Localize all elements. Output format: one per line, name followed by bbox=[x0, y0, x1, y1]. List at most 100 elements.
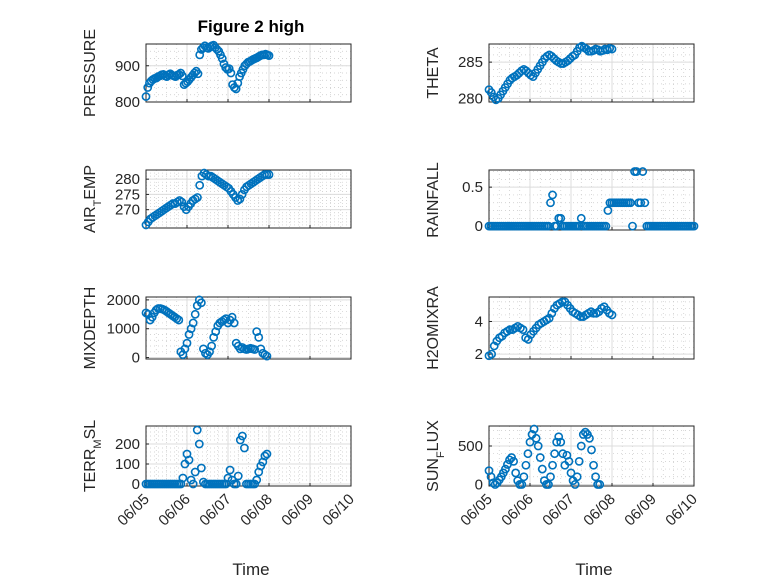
data-point bbox=[174, 315, 184, 325]
data-point bbox=[231, 84, 241, 94]
data-point bbox=[233, 471, 243, 481]
data-point bbox=[237, 190, 247, 199]
data-point bbox=[585, 433, 594, 443]
y-axis-label: RAINFALL bbox=[425, 162, 442, 238]
y-tick-label: 280 bbox=[458, 90, 483, 107]
x-axis-label-left: Time bbox=[232, 560, 269, 579]
data-point bbox=[518, 325, 528, 335]
data-point bbox=[231, 479, 241, 489]
data-point bbox=[188, 318, 198, 328]
y-tick-label: 0 bbox=[475, 218, 483, 235]
x-tick-label: 06/07 bbox=[539, 491, 578, 530]
data-point bbox=[207, 341, 216, 351]
data-point bbox=[556, 437, 566, 447]
data-point bbox=[591, 472, 600, 482]
data-point bbox=[194, 439, 204, 449]
data-point bbox=[190, 309, 200, 319]
axes-border bbox=[145, 169, 352, 229]
data-point bbox=[511, 468, 521, 478]
data-point bbox=[217, 54, 227, 63]
data-point bbox=[517, 480, 527, 489]
data-point bbox=[523, 449, 533, 459]
data-point bbox=[603, 206, 613, 215]
y-tick-label: 0 bbox=[132, 350, 140, 367]
data-point bbox=[546, 472, 555, 482]
x-tick-label: 06/08 bbox=[580, 491, 619, 530]
data-point bbox=[512, 70, 522, 80]
data-point bbox=[262, 449, 272, 459]
data-point bbox=[184, 455, 194, 465]
axes-border bbox=[488, 43, 695, 103]
data-point bbox=[487, 349, 497, 359]
data-point bbox=[570, 480, 580, 489]
data-point bbox=[141, 92, 151, 101]
y-tick-label: 280 bbox=[115, 171, 140, 188]
data-point bbox=[264, 170, 274, 179]
data-point bbox=[235, 194, 245, 204]
data-point bbox=[224, 64, 234, 74]
data-point bbox=[587, 445, 596, 455]
x-tick-label: 06/05 bbox=[457, 491, 496, 530]
data-point bbox=[576, 441, 586, 451]
x-tick-label: 06/06 bbox=[498, 491, 537, 530]
data-point bbox=[638, 167, 648, 176]
axes-border bbox=[145, 425, 352, 487]
y-tick-label: 900 bbox=[115, 58, 140, 75]
data-point bbox=[190, 68, 199, 78]
data-point bbox=[589, 460, 598, 470]
y-tick-label: 2000 bbox=[107, 292, 140, 309]
figure-title: Figure 2 high bbox=[198, 17, 305, 36]
subplot-mixdepth: 0 1000 2000 MIXDEPTH bbox=[82, 287, 352, 369]
data-point bbox=[237, 431, 247, 441]
data-point bbox=[260, 451, 270, 461]
data-point bbox=[192, 425, 202, 435]
data-point bbox=[505, 325, 515, 335]
data-point bbox=[533, 441, 543, 451]
data-point bbox=[223, 473, 233, 483]
x-tick-label: 06/09 bbox=[621, 491, 660, 530]
y-tick-label: 2 bbox=[475, 346, 483, 363]
data-point bbox=[531, 433, 541, 443]
y-tick-label: 1000 bbox=[107, 321, 140, 338]
y-tick-label: 0 bbox=[475, 476, 483, 493]
data-point bbox=[607, 44, 617, 54]
subplot-rainfall: 0 0.5 RAINFALL bbox=[425, 162, 699, 238]
data-point bbox=[578, 430, 588, 439]
data-point bbox=[574, 456, 584, 466]
axes-border bbox=[145, 43, 352, 103]
y-tick-label: 500 bbox=[458, 438, 483, 455]
data-point bbox=[252, 475, 262, 485]
data-point bbox=[147, 312, 157, 322]
y-tick-label: 4 bbox=[475, 313, 483, 330]
x-tick-label: 06/09 bbox=[278, 491, 317, 530]
data-point bbox=[546, 198, 555, 208]
data-point bbox=[521, 460, 531, 470]
data-point bbox=[564, 456, 574, 466]
data-point bbox=[632, 167, 641, 176]
y-axis-label: AIRTEMP bbox=[82, 165, 104, 233]
data-point bbox=[552, 437, 562, 447]
data-point bbox=[525, 437, 535, 447]
data-point bbox=[576, 213, 586, 223]
data-point bbox=[566, 468, 576, 478]
data-point bbox=[196, 298, 206, 308]
data-point bbox=[548, 190, 557, 200]
data-point bbox=[509, 456, 518, 466]
y-axis-label: THETA bbox=[425, 47, 442, 99]
data-point bbox=[548, 460, 557, 470]
data-point bbox=[563, 56, 573, 66]
y-tick-label: 270 bbox=[115, 202, 140, 219]
data-point bbox=[640, 198, 650, 208]
subplot-pressure: 800 900 PRESSURE bbox=[82, 29, 352, 117]
data-point bbox=[572, 472, 582, 482]
y-axis-label: SUNFLUX bbox=[425, 420, 447, 492]
data-point bbox=[628, 221, 637, 231]
data-point bbox=[535, 453, 545, 462]
data-point bbox=[500, 464, 510, 474]
data-point bbox=[190, 467, 200, 477]
data-point bbox=[529, 424, 539, 434]
data-point bbox=[601, 221, 611, 231]
subplot-theta: 280 285 THETA bbox=[425, 41, 695, 107]
data-point bbox=[544, 221, 553, 231]
